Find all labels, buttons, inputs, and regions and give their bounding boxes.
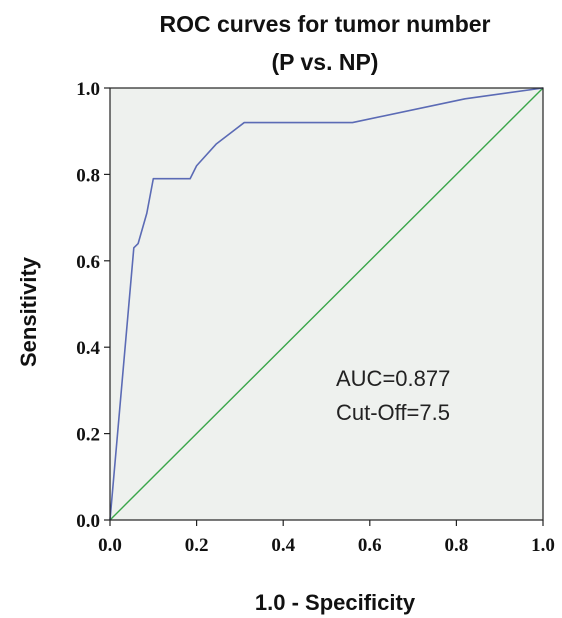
x-axis-ticks: 0.0 0.2 0.4 0.6 0.8 1.0 [98,520,555,556]
auc-annotation: AUC=0.877 [336,366,450,391]
roc-curve-line [109,87,544,521]
cutoff-annotation: Cut-Off=7.5 [336,400,450,425]
roc-curve-layer [109,87,544,521]
y-tick-label: 0.2 [76,425,100,446]
y-tick-label: 1.0 [76,79,100,100]
axes [109,87,544,521]
y-tick-label: 0.4 [76,338,100,359]
x-tick-label: 0.8 [445,535,469,556]
x-tick-label: 0.2 [185,535,209,556]
x-tick-label: 0.4 [271,535,295,556]
y-tick-label: 0.0 [76,511,100,532]
x-axis-title: 1.0 - Specificity [255,590,416,615]
y-axis-title: Sensitivity [16,256,41,367]
x-tick-label: 0.0 [98,535,122,556]
reference-diagonal-line [109,87,544,521]
x-tick-label: 1.0 [531,535,555,556]
plot-frame [109,87,544,521]
y-axis-ticks: 0.0 0.2 0.4 0.6 0.8 1.0 [76,79,110,532]
chart-title-line-1: ROC curves for tumor number [160,11,491,37]
reference-line-layer [109,87,544,521]
chart-title-line-2: (P vs. NP) [272,49,379,75]
x-tick-label: 0.6 [358,535,382,556]
y-tick-label: 0.6 [76,252,100,273]
y-tick-label: 0.8 [76,165,100,186]
